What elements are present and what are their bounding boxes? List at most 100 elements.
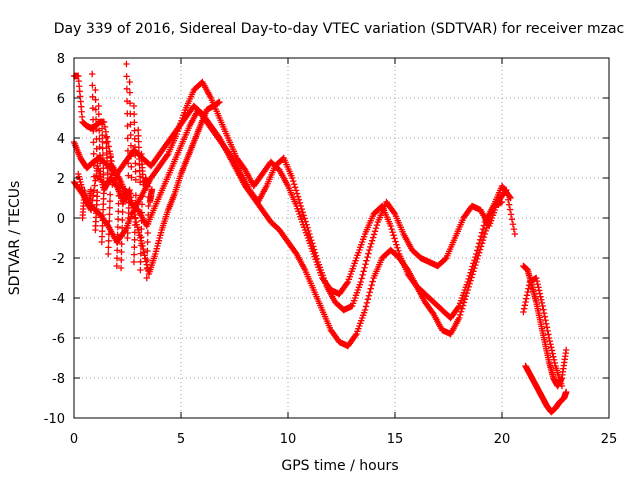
data-point <box>523 295 530 302</box>
data-point <box>99 222 106 229</box>
x-axis-label: GPS time / hours <box>281 458 398 474</box>
data-point <box>547 341 554 348</box>
data-point <box>362 261 369 268</box>
data-point <box>535 284 542 291</box>
data-point <box>123 73 130 80</box>
data-point <box>462 293 470 300</box>
data-point <box>540 306 547 313</box>
data-point <box>106 211 113 218</box>
data-point <box>106 217 113 225</box>
data-point <box>114 231 121 238</box>
data-point <box>90 150 97 157</box>
data-point <box>479 225 487 233</box>
data-point <box>114 239 121 246</box>
data-point <box>90 173 98 180</box>
data-point <box>390 209 398 216</box>
data-point <box>548 347 556 354</box>
data-point <box>299 209 306 216</box>
data-point <box>473 250 480 258</box>
data-point <box>145 193 152 201</box>
data-point <box>558 382 566 390</box>
data-point <box>96 143 103 151</box>
data-point <box>471 257 478 264</box>
data-point <box>481 230 489 238</box>
data-point <box>144 247 151 255</box>
data-point <box>292 187 300 194</box>
data-point <box>368 237 376 244</box>
data-point <box>90 139 97 146</box>
data-point <box>502 188 509 195</box>
data-point <box>455 304 462 311</box>
data-point <box>132 160 139 167</box>
data-point <box>468 266 475 273</box>
data-point <box>139 193 146 200</box>
data-point <box>93 126 100 133</box>
data-point <box>93 165 101 172</box>
y-tick-label: 6 <box>57 92 65 107</box>
data-point <box>95 111 103 118</box>
data-point <box>498 198 506 206</box>
data-point <box>100 201 107 208</box>
data-point <box>106 191 114 198</box>
chart-title: Day 339 of 2016, Sidereal Day-to-day VTE… <box>54 21 624 37</box>
data-point <box>392 238 399 245</box>
data-point <box>98 233 106 240</box>
data-point <box>128 174 135 181</box>
data-point <box>505 201 513 208</box>
data-point <box>135 138 142 145</box>
data-point <box>99 206 107 213</box>
data-point <box>99 132 106 139</box>
data-point <box>99 138 106 145</box>
data-point <box>130 102 138 110</box>
data-point <box>291 184 299 191</box>
data-point <box>92 116 100 123</box>
data-point <box>359 271 366 279</box>
data-point <box>88 70 96 78</box>
data-point <box>543 320 550 327</box>
data-point <box>106 198 114 205</box>
data-point <box>367 285 374 292</box>
data-point <box>118 240 125 248</box>
data-point <box>130 251 138 258</box>
data-point <box>144 183 151 191</box>
data-point <box>137 250 144 257</box>
data-point <box>99 217 106 224</box>
data-point <box>124 147 132 154</box>
data-point <box>369 234 377 241</box>
data-point <box>523 292 531 299</box>
data-point <box>461 296 469 303</box>
y-tick-label: 2 <box>57 172 65 187</box>
data-point <box>144 238 151 246</box>
data-point <box>293 190 301 197</box>
data-point <box>126 100 134 107</box>
data-point <box>136 179 144 186</box>
data-point <box>139 245 147 253</box>
data-point <box>361 264 368 271</box>
data-point <box>300 212 307 219</box>
data-point <box>94 175 101 182</box>
data-point <box>137 266 144 274</box>
data-point <box>525 282 533 289</box>
data-point <box>97 168 104 175</box>
data-point <box>126 89 134 96</box>
data-point <box>548 344 555 351</box>
x-tick-label: 10 <box>280 432 297 447</box>
data-point <box>132 152 139 159</box>
data-point <box>524 288 531 296</box>
data-point <box>132 214 139 221</box>
data-point <box>131 135 138 142</box>
data-point <box>352 332 359 339</box>
data-point <box>94 189 101 196</box>
data-point <box>360 268 367 275</box>
data-point <box>477 233 485 240</box>
data-point <box>119 208 126 216</box>
data-point <box>114 216 122 223</box>
data-point <box>126 78 133 86</box>
data-point <box>508 216 516 223</box>
data-point <box>119 216 126 224</box>
data-point <box>457 308 465 315</box>
data-point <box>117 264 125 272</box>
data-point <box>368 240 375 247</box>
data-point <box>89 93 96 100</box>
x-tick-label: 0 <box>70 432 78 447</box>
